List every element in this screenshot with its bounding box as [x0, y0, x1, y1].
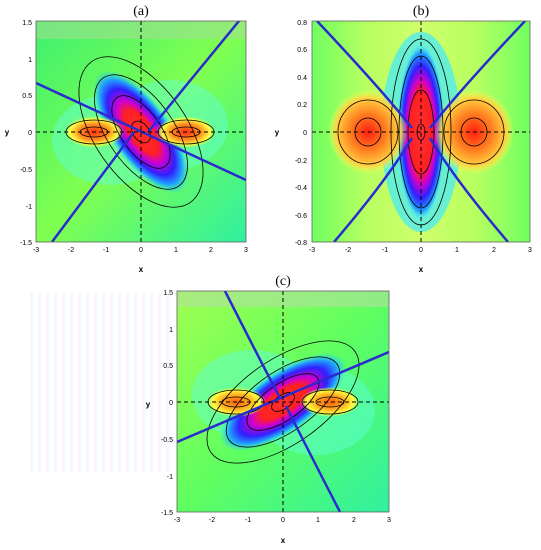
x-tick-label: 1	[174, 247, 178, 254]
panel-c: (c) -3 -2 -1 0 1 2 3 1.5 1	[140, 270, 400, 550]
y-tick-label: 0	[303, 130, 307, 137]
panel-c-title: (c)	[275, 274, 291, 289]
x-tick-label: 3	[528, 247, 532, 254]
y-ticks: 1.5 1 0.5 0 -0.5 -1 -1.5	[161, 290, 173, 517]
x-tick-label: -2	[68, 247, 74, 254]
x-tick-label: -1	[382, 247, 388, 254]
y-tick-label: 0	[28, 130, 32, 137]
x-axis-label: x	[419, 265, 424, 274]
y-axis-label: y	[5, 128, 10, 137]
panel-b-svg: (b) -3 -2 -1 0 1 2 3 0.8 0.6	[275, 4, 532, 274]
x-axis-label: x	[139, 265, 144, 274]
zero-line	[223, 291, 282, 399]
y-ticks: 0.8 0.6 0.4 0.2 0 -0.2 -0.4 -0.6 -0.8	[295, 20, 307, 247]
y-tick-label: -0.5	[20, 167, 32, 174]
contour-line	[246, 373, 320, 431]
y-tick-label: -1.5	[161, 510, 173, 517]
plot-frame	[35, 20, 247, 243]
plot-frame	[311, 20, 531, 243]
panel-a-plot-area	[36, 21, 246, 242]
contour-line	[301, 389, 359, 415]
y-tick-label: -0.8	[295, 240, 307, 247]
x-ticks: -3 -2 -1 0 1 2 3	[309, 247, 532, 254]
x-tick-label: -3	[309, 247, 315, 254]
y-tick-label: -0.4	[295, 185, 307, 192]
plot-frame	[176, 290, 390, 513]
y-tick-label: -0.2	[295, 158, 307, 165]
x-axis-label: x	[281, 536, 286, 545]
y-ticks: 1.5 1 0.5 0 -0.5 -1 -1.5	[20, 20, 32, 247]
contour-line	[315, 396, 345, 408]
y-tick-label: 1.5	[163, 290, 173, 297]
y-tick-label: 0.5	[163, 363, 173, 370]
background-artifact	[30, 292, 170, 472]
y-tick-label: -1	[26, 204, 32, 211]
panel-a: (a) -3 -2 -1 0 1 2 3 1.5 1	[0, 0, 270, 282]
x-tick-label: -1	[245, 517, 251, 524]
contour-line	[78, 56, 204, 208]
x-tick-label: 1	[316, 517, 320, 524]
x-tick-label: 0	[139, 247, 143, 254]
x-tick-label: -3	[174, 517, 180, 524]
y-tick-label: 0.8	[297, 20, 307, 27]
x-tick-label: 3	[244, 247, 248, 254]
y-axis-label: y	[275, 128, 280, 137]
y-tick-label: 1.5	[22, 20, 32, 27]
y-tick-label: 0.4	[297, 75, 307, 82]
contour-line	[131, 120, 151, 144]
x-tick-label: 3	[387, 517, 391, 524]
panel-b-title: (b)	[413, 4, 430, 19]
x-tick-label: 2	[492, 247, 496, 254]
x-tick-label: 1	[455, 247, 459, 254]
x-tick-label: 0	[419, 247, 423, 254]
y-axis-label: y	[146, 400, 151, 409]
x-tick-label: 2	[352, 517, 356, 524]
x-tick-label: -2	[345, 247, 351, 254]
panel-c-plot-area	[177, 291, 389, 512]
x-ticks: -3 -2 -1 0 1 2 3	[33, 247, 248, 254]
x-tick-label: -3	[33, 247, 39, 254]
y-tick-label: -1.5	[20, 240, 32, 247]
panel-b: (b) -3 -2 -1 0 1 2 3 0.8 0.6	[272, 0, 541, 282]
contour-line	[206, 340, 360, 464]
zero-line	[50, 131, 136, 242]
y-tick-label: 1	[169, 327, 173, 334]
contour-line	[94, 74, 188, 190]
x-tick-label: -1	[103, 247, 109, 254]
y-tick-label: 0	[169, 400, 173, 407]
x-tick-label: 2	[209, 247, 213, 254]
side-lobe-right	[300, 387, 360, 417]
zero-line	[428, 137, 509, 242]
y-tick-label: 0.6	[297, 47, 307, 54]
x-ticks: -3 -2 -1 0 1 2 3	[174, 517, 391, 524]
y-tick-label: 0.5	[22, 93, 32, 100]
y-tick-label: -0.5	[161, 437, 173, 444]
y-tick-label: -0.6	[295, 213, 307, 220]
y-tick-label: 0.2	[297, 102, 307, 109]
zero-line	[316, 21, 413, 129]
x-tick-label: 0	[281, 517, 285, 524]
panel-a-svg: (a) -3 -2 -1 0 1 2 3 1.5 1	[5, 4, 248, 274]
y-tick-label: -1	[167, 474, 173, 481]
zero-line	[147, 21, 240, 133]
zero-line	[429, 21, 526, 129]
panel-a-title: (a)	[133, 4, 149, 19]
x-tick-label: -2	[209, 517, 215, 524]
contour-line	[225, 356, 341, 448]
zero-line	[284, 405, 342, 512]
y-tick-label: 1	[28, 57, 32, 64]
panel-c-svg: (c) -3 -2 -1 0 1 2 3 1.5 1	[146, 274, 391, 545]
panel-b-plot-area	[312, 21, 530, 242]
zero-line	[333, 137, 414, 242]
